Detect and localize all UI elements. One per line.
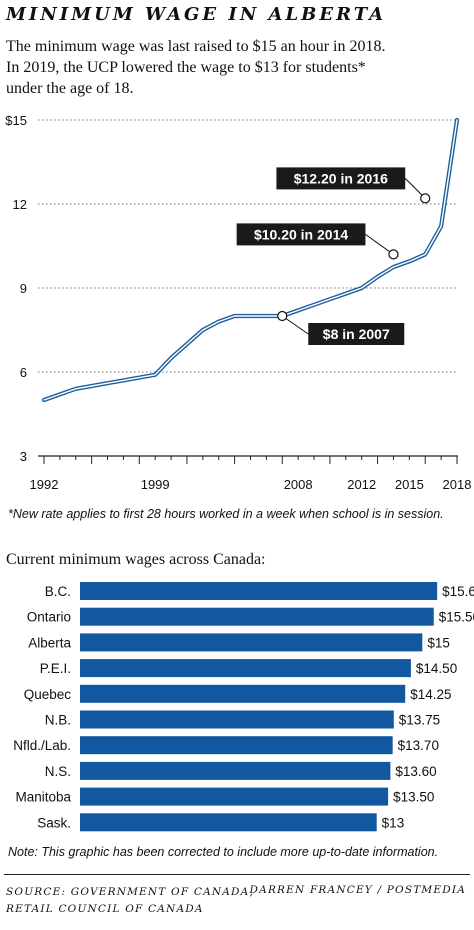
bar-category-label: Sask. [37,815,71,830]
source: SOURCE: GOVERNMENT OF CANADA, RETAIL COU… [6,884,254,918]
callout-marker [388,249,399,260]
bar-value-label: $14.50 [416,661,457,676]
y-tick-label: 12 [13,197,27,212]
bar-value-label: $14.25 [410,687,451,702]
bar [80,813,377,832]
chart-subtitle: The minimum wage was last raised to $15 … [6,36,468,99]
bar-category-label: Quebec [24,687,72,702]
bar-category-label: Ontario [27,610,71,625]
callouts: $8 in 2007 $10.20 in 2014 $12.20 in 2016 [236,167,431,345]
bar-category-label: N.S. [45,764,71,779]
bars: B.C. $15.65 Ontario $15.50 Alberta $15 P.E.I. $… [13,582,474,832]
callout-leader [365,233,394,255]
bar-value-label: $13.70 [398,738,439,753]
callout-leader [281,315,309,335]
bar [80,787,389,806]
callout-label: $12.20 in 2016 [294,170,388,186]
wage-series [41,117,460,403]
y-tick-label: 9 [20,281,27,296]
bar-chart-title: Current minimum wages across Canada: [6,551,266,568]
credit: DARREN FRANCEY / POSTMEDIA [249,884,466,896]
wage-line-highlight [43,119,458,401]
bar-value-label: $13.75 [399,713,440,728]
x-tick-label: 1999 [141,477,170,492]
x-tick-label: 2012 [347,477,376,492]
line-chart: 3 6 9 12 $15 1992 1999 2008 2012 2015 2018 $8 in … [5,113,472,492]
callout-marker [277,310,288,322]
correction-note: Note: This graphic has been corrected to… [8,845,439,859]
bar-value-label: $15.50 [439,610,474,625]
bar-value-label: $15.65 [442,584,474,599]
bar-value-label: $13 [382,815,405,830]
y-tick-label: $15 [5,113,27,128]
x-tick-label: 1992 [30,477,59,492]
callout-label: $10.20 in 2014 [254,226,348,242]
x-tick-label: 2015 [395,477,424,492]
chart-title: MINIMUM WAGE IN ALBERTA [6,4,387,25]
bar [80,659,411,678]
callout-box [308,323,405,345]
source-line-2: RETAIL COUNCIL OF CANADA [6,903,204,915]
subtitle-line-3: under the age of 18. [6,80,134,97]
bar [80,684,406,703]
x-axis-ticks: 1992 1999 2008 2012 2015 2018 [30,456,472,492]
subtitle-line-2: In 2019, the UCP lowered the wage to $13… [6,59,366,76]
callout-box [276,167,406,190]
subtitle-line-1: The minimum wage was last raised to $15 … [6,38,386,55]
bar [80,633,423,652]
footnote: *New rate applies to first 28 hours work… [8,507,444,521]
bar-value-label: $15 [427,635,450,650]
bar [80,607,434,626]
bar-category-label: Manitoba [15,790,71,805]
bar-value-label: $13.60 [395,764,436,779]
y-tick-label: 3 [20,449,27,464]
bar-category-label: Nfld./Lab. [13,738,71,753]
bar-value-label: $13.50 [393,790,434,805]
bar-category-label: B.C. [45,584,71,599]
callout-label: $8 in 2007 [323,326,390,342]
bar [80,761,391,780]
x-tick-label: 2018 [443,477,472,492]
source-line-1: SOURCE: GOVERNMENT OF CANADA, [6,886,254,898]
bar [80,710,394,729]
bar-chart: B.C. $15.65 Ontario $15.50 Alberta $15 P.E.I. $… [13,582,474,832]
bar-category-label: P.E.I. [40,661,71,676]
bar [80,582,438,600]
bar-category-label: Alberta [28,635,71,650]
bar-category-label: N.B. [45,713,71,728]
divider [4,874,470,875]
wage-line [41,117,460,403]
x-tick-label: 2008 [284,477,313,492]
y-axis-ticks: 3 6 9 12 $15 [5,113,27,464]
callout-marker [420,193,431,204]
callout-box [236,223,366,246]
bar [80,736,393,755]
y-tick-label: 6 [20,365,27,380]
